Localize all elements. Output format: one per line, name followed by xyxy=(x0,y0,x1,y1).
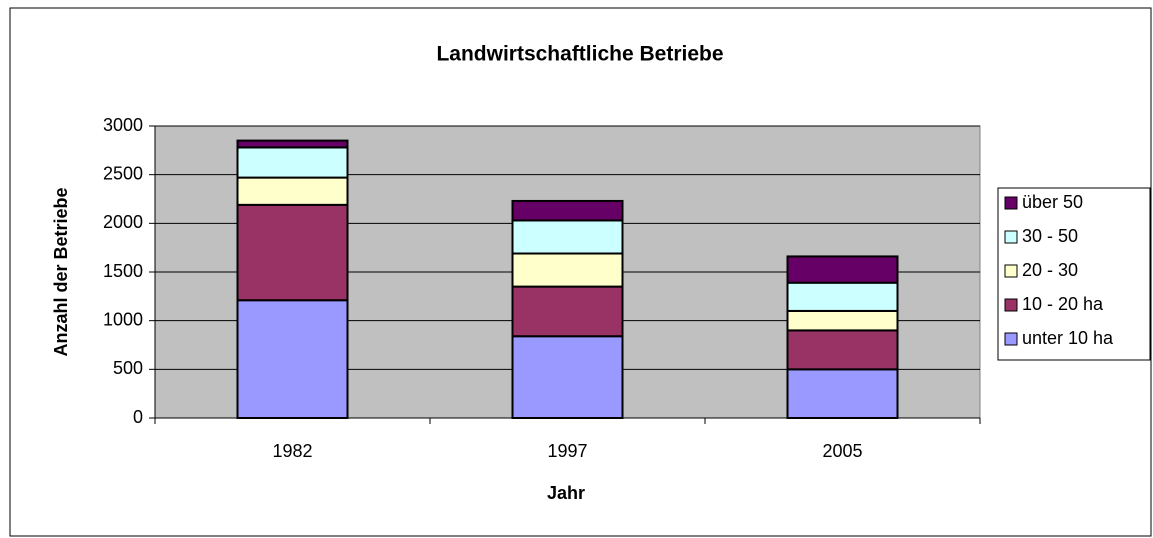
legend-box xyxy=(997,187,1151,361)
bar-segment xyxy=(236,203,349,302)
legend-swatch xyxy=(1004,196,1018,210)
y-tick-label: 500 xyxy=(113,358,143,378)
bar-segment xyxy=(786,255,899,284)
y-tick-label: 3000 xyxy=(103,115,143,135)
y-axis-label: Anzahl der Betriebe xyxy=(51,187,71,356)
legend-swatch xyxy=(1004,332,1018,346)
bar-segment xyxy=(786,309,899,332)
bar-segment xyxy=(236,176,349,206)
y-tick-label: 1500 xyxy=(103,261,143,281)
bar-segment xyxy=(511,335,624,419)
x-tick-label: 1997 xyxy=(547,441,587,461)
y-tick-label: 2000 xyxy=(103,212,143,232)
bar-segment xyxy=(236,146,349,179)
y-tick-label: 1000 xyxy=(103,309,143,329)
legend-label: über 50 xyxy=(1022,192,1083,212)
legend-swatch xyxy=(1004,298,1018,312)
y-tick-label: 0 xyxy=(133,407,143,427)
legend-label: unter 10 ha xyxy=(1022,328,1114,348)
legend-label: 30 - 50 xyxy=(1022,226,1078,246)
bar-segment xyxy=(236,139,349,149)
y-tick-label: 2500 xyxy=(103,163,143,183)
x-tick-label: 2005 xyxy=(822,441,862,461)
legend-swatch xyxy=(1004,230,1018,244)
x-tick-label: 1982 xyxy=(272,441,312,461)
bar-segment xyxy=(786,281,899,312)
bar-segment xyxy=(511,285,624,338)
bar-segment xyxy=(511,219,624,255)
bar-segment xyxy=(786,329,899,371)
bar-segment xyxy=(236,299,349,419)
bar-segment xyxy=(511,199,624,222)
legend-label: 10 - 20 ha xyxy=(1022,294,1104,314)
bar-segment xyxy=(511,252,624,288)
legend-label: 20 - 30 xyxy=(1022,260,1078,280)
bar-segment xyxy=(786,368,899,420)
x-axis-label: Jahr xyxy=(547,483,585,503)
legend-swatch xyxy=(1004,264,1018,278)
chart-title: Landwirtschaftliche Betriebe xyxy=(436,43,723,66)
